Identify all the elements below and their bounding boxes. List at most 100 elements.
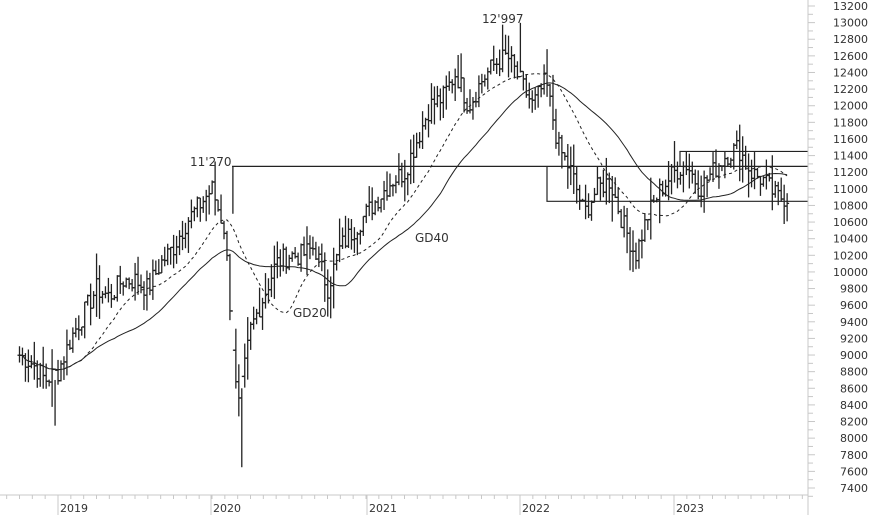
ohlc-bar (302, 236, 307, 257)
ohlc-bar (97, 265, 102, 319)
ohlc-bar (497, 49, 502, 77)
ohlc-bar (284, 246, 289, 274)
ohlc-bar (361, 215, 366, 236)
price-tick-label: 10000 (833, 266, 868, 279)
price-tick-label: 12800 (833, 33, 868, 46)
ohlc-bar (343, 215, 348, 249)
price-tick-label: 8000 (840, 432, 868, 445)
ohlc-bar (696, 170, 701, 200)
ohlc-bar (186, 217, 191, 253)
ohlc-bar (393, 175, 398, 194)
price-tick-label: 8200 (840, 416, 868, 429)
ohlc-bar (153, 260, 158, 276)
ohlc-bar (782, 184, 787, 225)
ohlc-bar (435, 85, 440, 108)
ohlc-bar (263, 273, 268, 309)
ohlc-bar (438, 88, 443, 121)
ohlc-bar (598, 176, 603, 201)
ohlc-bar (619, 209, 624, 229)
ohlc-bar (150, 259, 155, 300)
ohlc-bar (408, 139, 413, 185)
ohlc-bar (38, 362, 43, 387)
ohlc-bar (444, 75, 449, 110)
ohlc-bar (734, 130, 739, 150)
ohlc-bar (450, 79, 455, 94)
ohlc-bar (414, 132, 419, 158)
ohlc-bar (367, 186, 372, 217)
ohlc-bar (610, 176, 615, 222)
ohlc-bar (76, 315, 81, 341)
ohlc-bar (459, 53, 464, 93)
ohlc-bar (115, 275, 120, 302)
ohlc-bar (429, 83, 434, 124)
price-tick-label: 7400 (840, 482, 868, 495)
ohlc-bar (73, 317, 78, 338)
ohlc-bar (479, 73, 484, 94)
ohlc-bar (716, 163, 721, 189)
ohlc-bar (233, 328, 238, 389)
ohlc-bar (592, 187, 597, 203)
ohlc-bar (334, 253, 339, 271)
ohlc-bar (571, 144, 576, 195)
ohlc-bar (500, 24, 505, 73)
ohlc-bar (236, 364, 241, 417)
ohlc-bar (254, 308, 259, 325)
ohlc-bar (130, 279, 135, 292)
ohlc-bar (456, 54, 461, 89)
ohlc-bar (136, 256, 141, 295)
ohlc-bar (144, 270, 149, 311)
ohlc-bar (711, 152, 716, 182)
ohlc-bar (669, 163, 674, 195)
ohlc-bar (417, 132, 422, 149)
ohlc-bar (180, 220, 185, 251)
ohlc-bar (746, 153, 751, 198)
ohlc-bar (589, 200, 594, 221)
ohlc-bar (189, 199, 194, 229)
price-tick-label: 9800 (840, 283, 868, 296)
ohlc-bar (331, 247, 336, 309)
ohlc-bar (251, 306, 256, 330)
ohlc-bar (645, 218, 650, 231)
ohlc-bar (171, 234, 176, 269)
year-label: 2020 (213, 502, 241, 515)
price-axis: 13200 13000 12800 12600 12400 12200 12000 11800… (807, 0, 868, 515)
ohlc-bar (103, 286, 108, 299)
ohlc-bar (319, 243, 324, 272)
price-tick-label: 11600 (833, 133, 868, 146)
price-tick-label: 9400 (840, 316, 868, 329)
ohlc-bar (382, 180, 387, 210)
price-tick-label: 11400 (833, 150, 868, 163)
ohlc-bar (50, 349, 55, 407)
ohlc-bar (281, 243, 286, 272)
ohlc-bar (88, 283, 93, 326)
ohlc-bar (506, 35, 511, 78)
ohlc-bar (470, 97, 475, 120)
ohlc-bar (106, 277, 111, 303)
ohlc-bar (79, 326, 84, 336)
price-tick-label: 12400 (833, 66, 868, 79)
ohlc-bar (453, 68, 458, 101)
ohlc-bar (574, 166, 579, 204)
ohlc-bar (198, 197, 203, 222)
ohlc-bar (165, 243, 170, 266)
ohlc-bar (230, 166, 235, 351)
ohlc-bar (162, 246, 167, 267)
ohlc-bar (595, 166, 600, 196)
price-tick-label: 8800 (840, 366, 868, 379)
price-tick-label: 11200 (833, 166, 868, 179)
year-label: 2021 (369, 502, 397, 515)
ohlc-bar (275, 241, 280, 279)
ohlc-bar (32, 341, 37, 380)
ohlc-bar (494, 58, 499, 74)
annotation-high-2021: 12'997 (482, 12, 523, 26)
ohlc-bar (248, 321, 253, 350)
ohlc-bar (411, 134, 416, 184)
ohlc-bar (740, 136, 745, 183)
ohlc-bar (139, 274, 144, 294)
ohlc-bar (227, 253, 232, 321)
ohlc-bar (770, 155, 775, 211)
ohlc-bar (731, 143, 736, 170)
ohlc-bar (636, 238, 641, 269)
ohlc-bar (441, 85, 446, 119)
ohlc-bar (713, 149, 718, 178)
